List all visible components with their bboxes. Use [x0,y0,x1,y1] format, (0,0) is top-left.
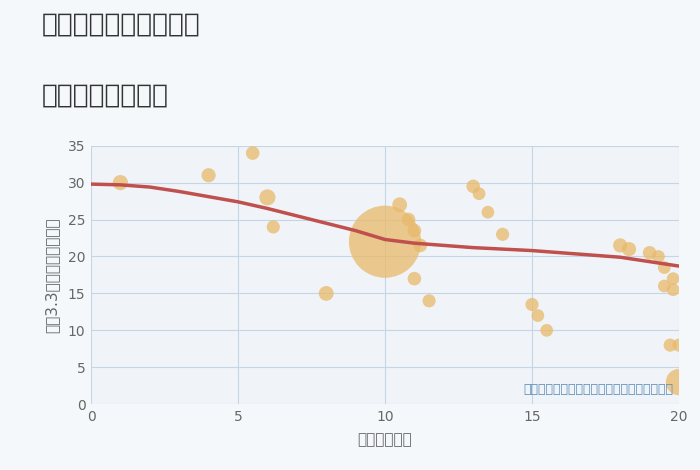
Point [247,149,258,157]
Point [673,378,685,386]
Point [615,242,626,249]
Point [409,227,420,235]
Point [424,297,435,305]
Y-axis label: 坪（3.3㎡）単価（万円）: 坪（3.3㎡）単価（万円） [45,217,60,333]
Point [115,179,126,187]
Point [668,275,679,282]
Point [403,216,414,223]
Text: 岐阜県大垣市米野町の: 岐阜県大垣市米野町の [42,12,201,38]
Point [379,238,391,245]
Point [473,190,484,197]
Point [203,172,214,179]
Point [668,286,679,293]
Point [321,290,332,297]
Point [653,253,664,260]
Point [497,231,508,238]
Point [409,275,420,282]
Point [267,223,279,231]
Point [526,301,538,308]
Point [532,312,543,319]
Point [262,194,273,201]
Point [414,242,426,249]
Point [659,264,670,271]
Point [664,341,676,349]
Point [394,201,405,209]
Text: 駅距離別土地価格: 駅距離別土地価格 [42,82,169,108]
Point [673,341,685,349]
Point [644,249,655,257]
Point [541,327,552,334]
Point [624,245,635,253]
Point [468,182,479,190]
X-axis label: 駅距離（分）: 駅距離（分） [358,432,412,447]
Point [482,208,493,216]
Text: 円の大きさは、取引のあった物件面積を示す: 円の大きさは、取引のあった物件面積を示す [523,384,673,396]
Point [659,282,670,290]
